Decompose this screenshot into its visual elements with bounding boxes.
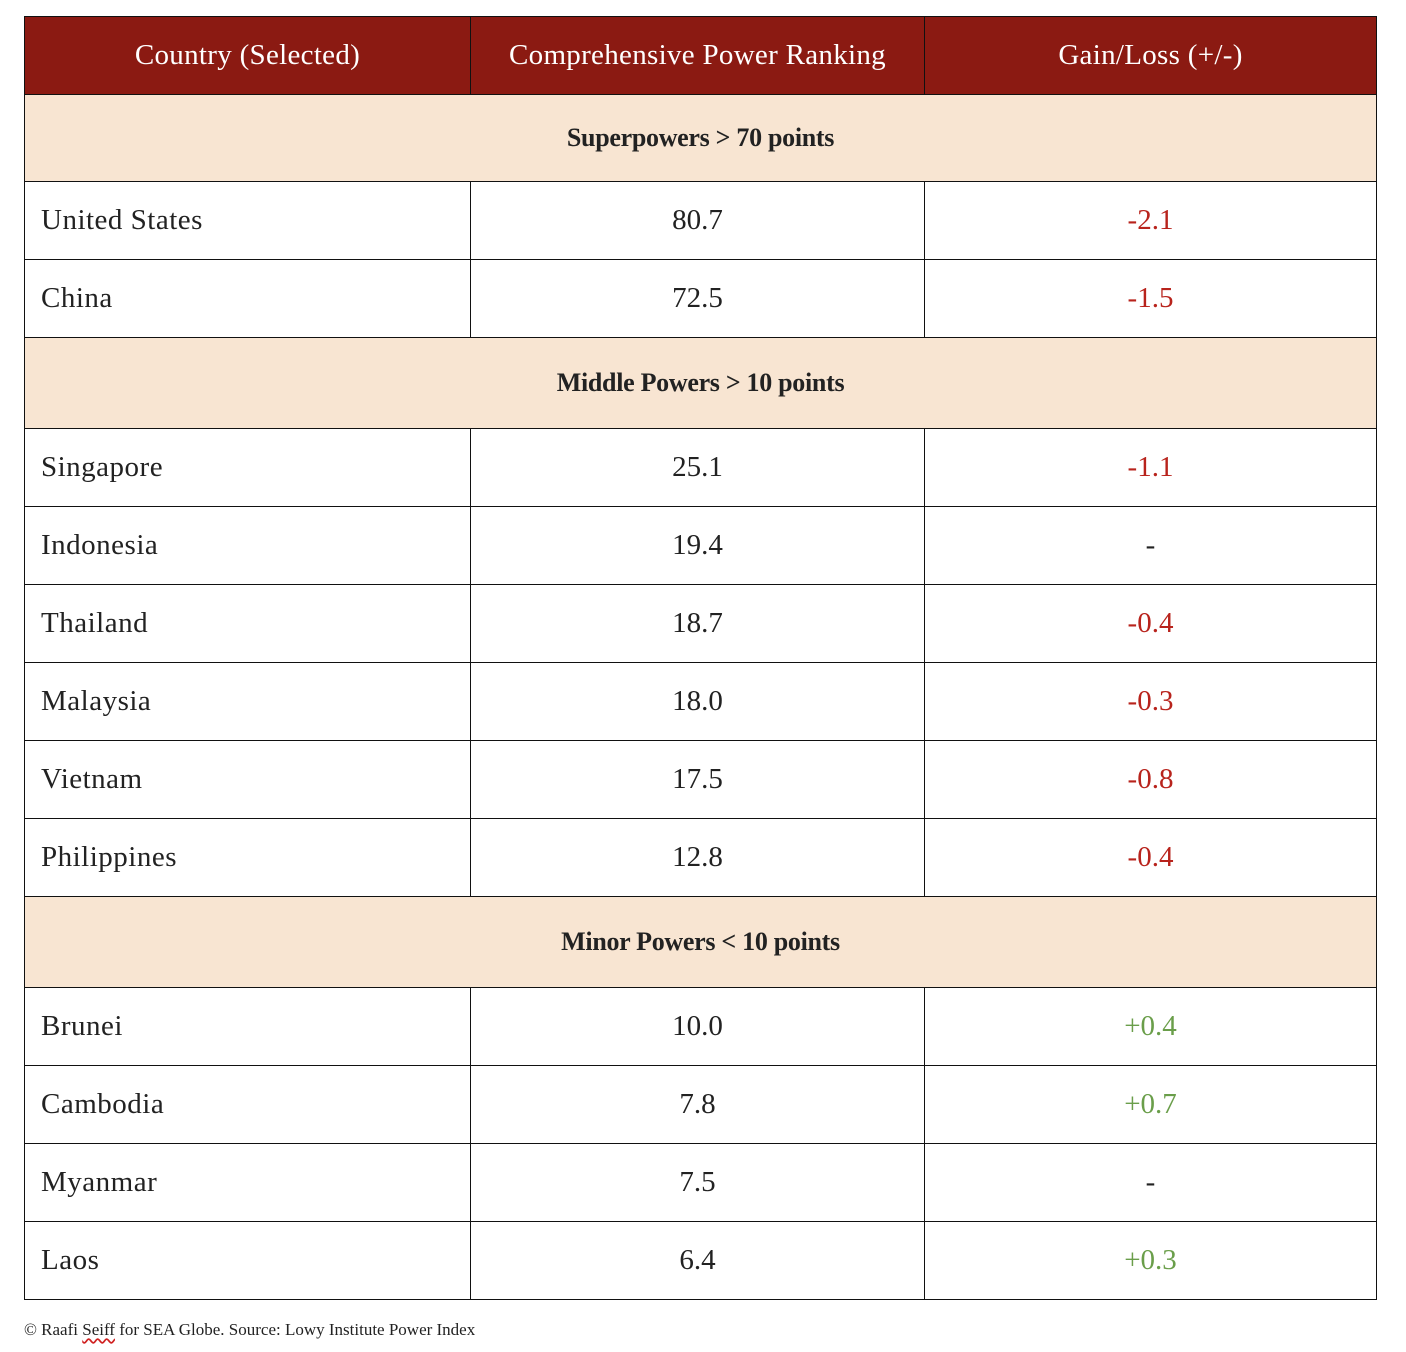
column-header-country: Country (Selected) bbox=[24, 16, 471, 95]
ranking-score-cell: 10.0 bbox=[470, 987, 925, 1066]
gain-loss-cell: +0.3 bbox=[924, 1221, 1377, 1300]
gain-loss-cell: +0.4 bbox=[924, 987, 1377, 1066]
ranking-score-cell: 18.7 bbox=[470, 584, 925, 663]
table-row: Singapore 25.1 -1.1 bbox=[24, 428, 1377, 507]
table-row: Laos 6.4 +0.3 bbox=[24, 1221, 1377, 1300]
country-cell: Cambodia bbox=[24, 1065, 471, 1144]
gain-loss-cell: -1.5 bbox=[924, 259, 1377, 338]
table-row: Thailand 18.7 -0.4 bbox=[24, 584, 1377, 663]
gain-loss-cell: -0.3 bbox=[924, 662, 1377, 741]
source-caption: © Raafi Seiff for SEA Globe. Source: Low… bbox=[24, 1320, 475, 1340]
caption-prefix: © Raafi bbox=[24, 1320, 83, 1339]
ranking-score-cell: 6.4 bbox=[470, 1221, 925, 1300]
country-cell: Philippines bbox=[24, 818, 471, 897]
country-cell: United States bbox=[24, 181, 471, 260]
group-label: Middle Powers > 10 points bbox=[24, 337, 1377, 429]
ranking-score-cell: 12.8 bbox=[470, 818, 925, 897]
group-header-row: Superpowers > 70 points bbox=[24, 94, 1377, 182]
table-row: Indonesia 19.4- bbox=[24, 506, 1377, 585]
power-ranking-table: Country (Selected) Comprehensive Power R… bbox=[24, 16, 1377, 1300]
ranking-score-cell: 19.4 bbox=[470, 506, 925, 585]
table-body: Superpowers > 70 points United States 80.7… bbox=[24, 94, 1377, 1300]
country-cell: Singapore bbox=[24, 428, 471, 507]
power-ranking-table-container: Country (Selected) Comprehensive Power R… bbox=[24, 16, 1377, 1300]
country-cell: Malaysia bbox=[24, 662, 471, 741]
country-cell: China bbox=[24, 259, 471, 338]
ranking-score-cell: 17.5 bbox=[470, 740, 925, 819]
ranking-score-cell: 72.5 bbox=[470, 259, 925, 338]
country-cell: Indonesia bbox=[24, 506, 471, 585]
gain-loss-cell: -0.8 bbox=[924, 740, 1377, 819]
table-row: Brunei 10.0 +0.4 bbox=[24, 987, 1377, 1066]
table-row: Cambodia 7.8 +0.7 bbox=[24, 1065, 1377, 1144]
ranking-score-cell: 7.8 bbox=[470, 1065, 925, 1144]
gain-loss-cell: -2.1 bbox=[924, 181, 1377, 260]
caption-author-name: Seiff bbox=[82, 1320, 115, 1339]
table-row: United States 80.7 -2.1 bbox=[24, 181, 1377, 260]
ranking-score-cell: 80.7 bbox=[470, 181, 925, 260]
table-row: China 72.5 -1.5 bbox=[24, 259, 1377, 338]
country-cell: Myanmar bbox=[24, 1143, 471, 1222]
table-row: Philippines 12.8 -0.4 bbox=[24, 818, 1377, 897]
group-label: Superpowers > 70 points bbox=[24, 94, 1377, 182]
group-header-row: Minor Powers < 10 points bbox=[24, 896, 1377, 988]
gain-loss-cell: +0.7 bbox=[924, 1065, 1377, 1144]
column-header-change: Gain/Loss (+/-) bbox=[924, 16, 1377, 95]
gain-loss-cell: - bbox=[924, 1143, 1377, 1222]
gain-loss-cell: -1.1 bbox=[924, 428, 1377, 507]
ranking-score-cell: 18.0 bbox=[470, 662, 925, 741]
country-cell: Vietnam bbox=[24, 740, 471, 819]
ranking-score-cell: 7.5 bbox=[470, 1143, 925, 1222]
table-row: Vietnam 17.5 -0.8 bbox=[24, 740, 1377, 819]
country-cell: Brunei bbox=[24, 987, 471, 1066]
table-row: Malaysia 18.0 -0.3 bbox=[24, 662, 1377, 741]
country-cell: Laos bbox=[24, 1221, 471, 1300]
group-label: Minor Powers < 10 points bbox=[24, 896, 1377, 988]
ranking-score-cell: 25.1 bbox=[470, 428, 925, 507]
group-header-row: Middle Powers > 10 points bbox=[24, 337, 1377, 429]
gain-loss-cell: - bbox=[924, 506, 1377, 585]
country-cell: Thailand bbox=[24, 584, 471, 663]
column-header-ranking: Comprehensive Power Ranking bbox=[470, 16, 925, 95]
gain-loss-cell: -0.4 bbox=[924, 584, 1377, 663]
caption-suffix: for SEA Globe. Source: Lowy Institute Po… bbox=[114, 1320, 476, 1339]
gain-loss-cell: -0.4 bbox=[924, 818, 1377, 897]
table-row: Myanmar 7.5- bbox=[24, 1143, 1377, 1222]
table-header-row: Country (Selected) Comprehensive Power R… bbox=[24, 16, 1377, 95]
